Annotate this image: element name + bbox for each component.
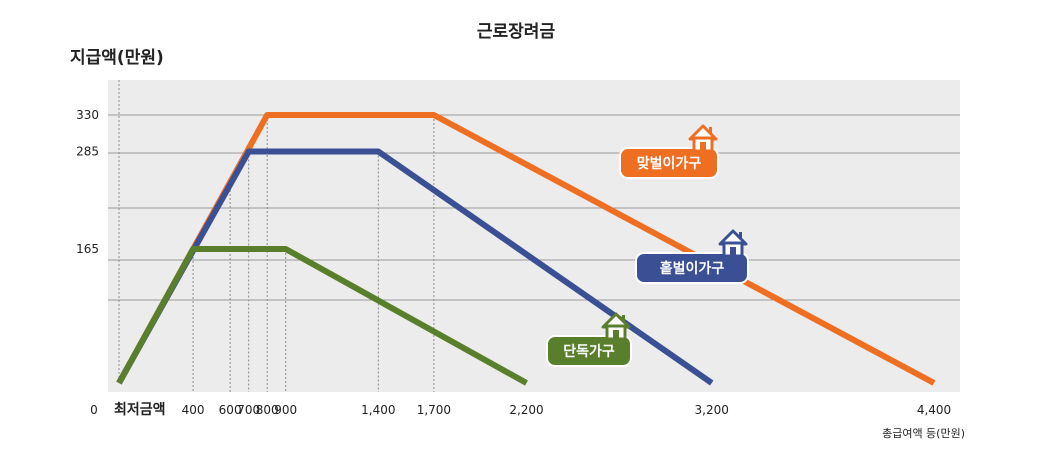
x-axis-label: 총급여액 등(만원) <box>882 427 965 440</box>
house-chimney <box>709 127 712 133</box>
min-wage-label: 최저금액 <box>114 401 166 418</box>
house-chimney <box>622 315 625 321</box>
x-tick-label: 2,200 <box>509 403 543 417</box>
chart-title: 근로장려금 <box>477 22 556 42</box>
series-line-3 <box>116 246 528 386</box>
house-door <box>613 330 619 339</box>
x-tick-label: 1,700 <box>417 403 451 417</box>
y-axis-label: 지급액(만원) <box>70 48 164 68</box>
y-tick-label: 285 <box>76 145 99 159</box>
house-icon <box>601 312 631 341</box>
legend-badge <box>546 335 632 367</box>
origin-label: 0 <box>90 403 98 417</box>
x-tick-label: 3,200 <box>695 403 729 417</box>
legend-item-2: 홑벌이가구 <box>635 229 749 284</box>
legend-badge <box>619 147 719 179</box>
legend-item-1: 맞벌이가구 <box>619 124 719 179</box>
house-door <box>730 247 736 256</box>
legend-badge <box>635 252 749 284</box>
legend-item-3: 단독가구 <box>546 312 632 367</box>
x-tick-label: 700 <box>237 403 260 417</box>
x-tick-label: 400 <box>182 403 205 417</box>
house-door <box>700 142 706 151</box>
y-tick-label: 330 <box>76 108 99 122</box>
x-tick-label: 900 <box>274 403 297 417</box>
x-tick-label: 4,400 <box>917 403 951 417</box>
x-tick-label: 1,400 <box>361 403 395 417</box>
house-icon <box>688 124 718 153</box>
house-chimney <box>739 232 742 238</box>
y-tick-label: 165 <box>76 242 99 256</box>
x-tick-label: 600 <box>219 403 242 417</box>
house-icon <box>718 229 748 258</box>
x-tick-label: 800 <box>256 403 279 417</box>
legend-label: 단독가구 <box>563 343 615 360</box>
plot-area <box>108 80 960 392</box>
legend-label: 홑벌이가구 <box>660 260 725 277</box>
legend-label: 맞벌이가구 <box>637 155 702 172</box>
